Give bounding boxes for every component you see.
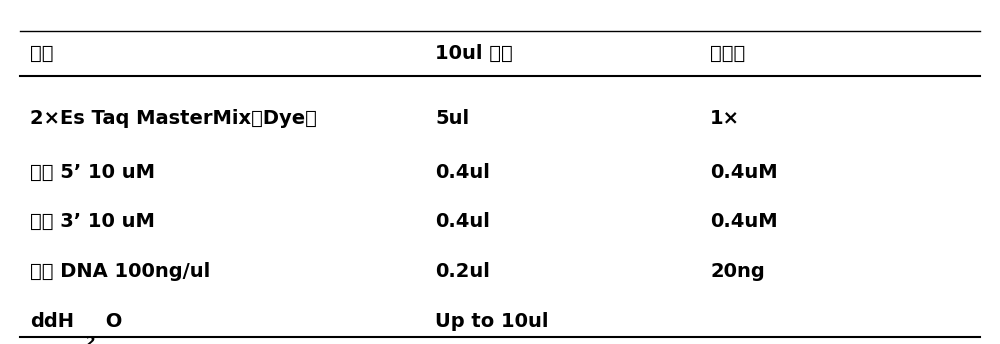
Text: 5ul: 5ul (435, 109, 469, 128)
Text: 终浓度: 终浓度 (710, 44, 745, 63)
Text: Up to 10ul: Up to 10ul (435, 312, 548, 331)
Text: 20ng: 20ng (710, 262, 765, 281)
Text: 0.4ul: 0.4ul (435, 212, 490, 232)
Text: 0.4uM: 0.4uM (710, 212, 778, 232)
Text: 模板 DNA 100ng/ul: 模板 DNA 100ng/ul (30, 262, 210, 281)
Text: 1×: 1× (710, 109, 740, 128)
Text: 2: 2 (85, 335, 95, 344)
Text: 试剂: 试剂 (30, 44, 54, 63)
Text: 引物 5’ 10 uM: 引物 5’ 10 uM (30, 162, 155, 182)
Text: O: O (99, 312, 123, 331)
Text: 0.4ul: 0.4ul (435, 162, 490, 182)
Text: 10ul 体系: 10ul 体系 (435, 44, 513, 63)
Text: 0.4uM: 0.4uM (710, 162, 778, 182)
Text: ddH: ddH (30, 312, 74, 331)
Text: 引物 3’ 10 uM: 引物 3’ 10 uM (30, 212, 155, 232)
Text: 0.2ul: 0.2ul (435, 262, 490, 281)
Text: 2×Es Taq MasterMix（Dye）: 2×Es Taq MasterMix（Dye） (30, 109, 317, 128)
